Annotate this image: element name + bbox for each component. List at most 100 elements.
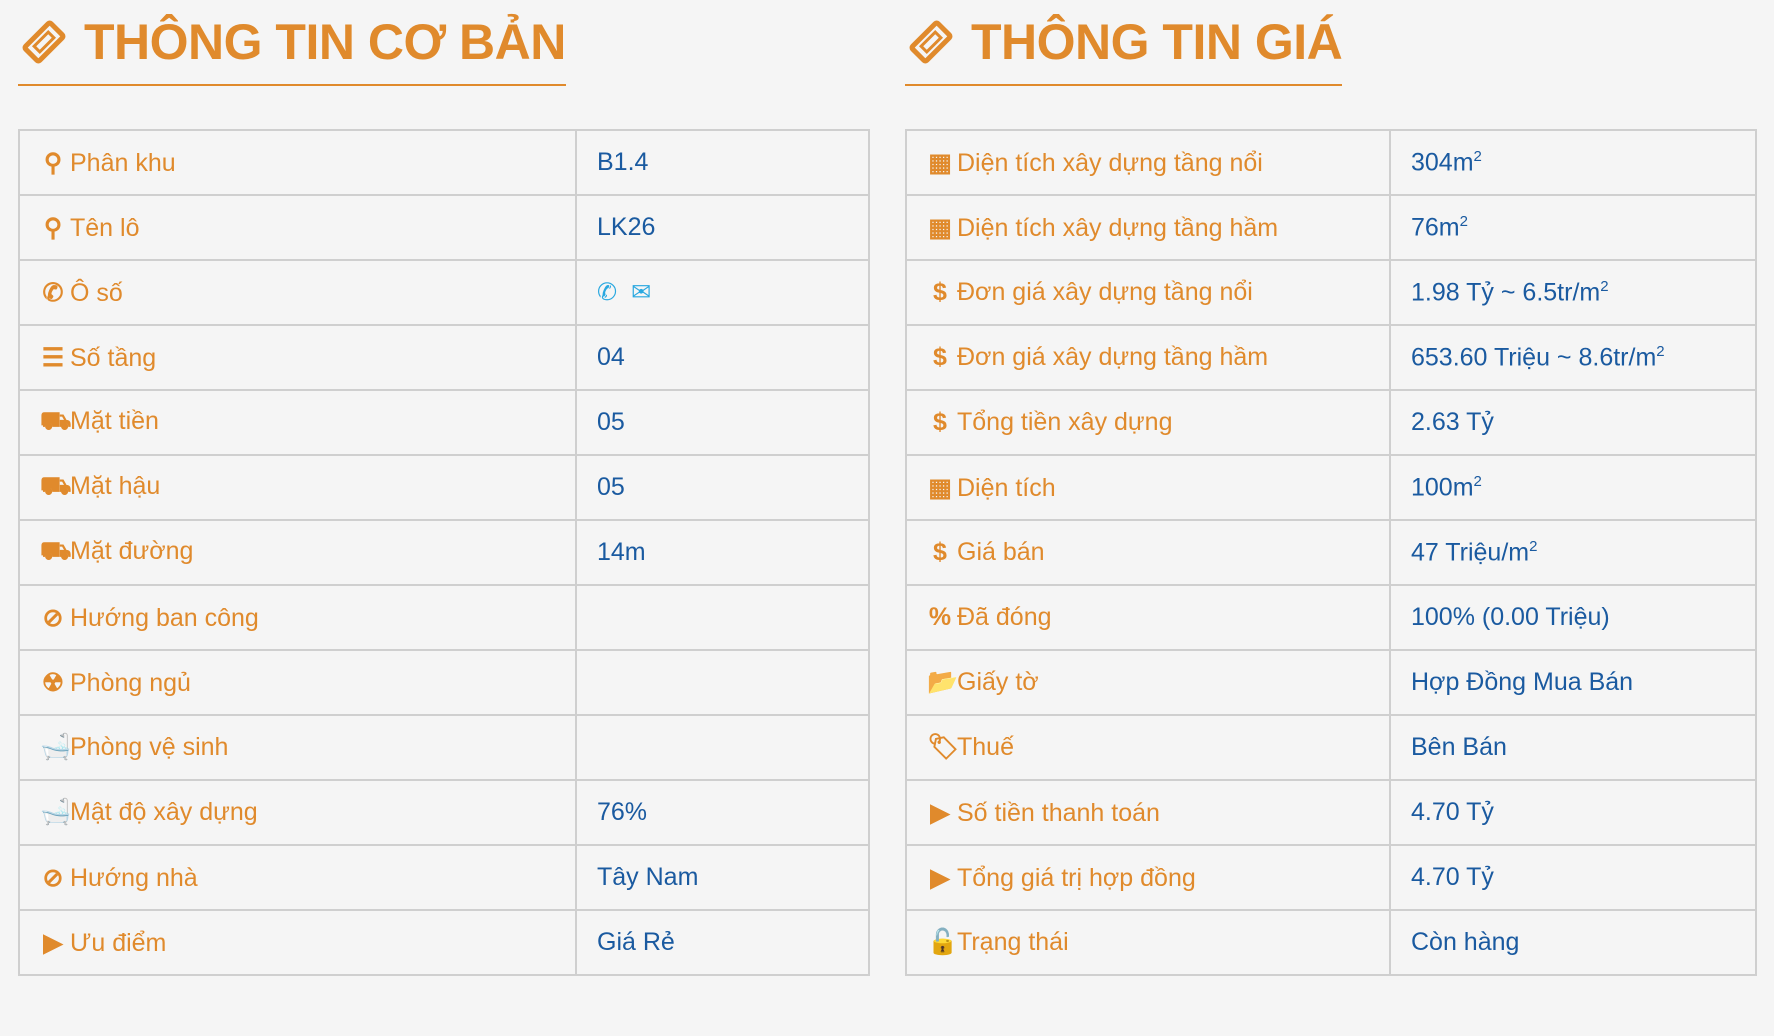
table-row: ☰ Số tầng 04: [18, 324, 870, 391]
table-row: ▶ Ưu điểm Giá Rẻ: [18, 909, 870, 976]
row-value: 76%: [597, 798, 648, 826]
folder-open-icon: 📂: [927, 668, 959, 696]
row-label-cell: ▶ Tổng giá trị hợp đồng: [905, 844, 1391, 911]
row-value: 4.70 Tỷ: [1411, 798, 1494, 826]
table-row: $ Giá bán 47 Triệu/m2: [905, 519, 1757, 586]
dollar-icon: $: [933, 278, 947, 306]
play-square-icon: ▶: [43, 928, 63, 957]
row-value: Giá Rẻ: [597, 928, 675, 956]
row-value-cell: 05: [575, 454, 870, 521]
table-row: ☢ Phòng ngủ: [18, 649, 870, 716]
row-value-cell: 76%: [575, 779, 870, 846]
road-icon: ⛟: [40, 472, 72, 500]
bath-icon: 🛁: [40, 733, 72, 761]
row-value-cell: 47 Triệu/m2: [1389, 519, 1757, 586]
phone-icon[interactable]: ✆: [597, 279, 618, 306]
table-row: ⛟Mặt tiền 05: [18, 389, 870, 456]
layers-icon: ☰: [41, 343, 65, 372]
row-value: 100m: [1411, 473, 1474, 502]
row-label-cell: $ Đơn giá xây dựng tầng nổi: [905, 259, 1391, 326]
row-label: Thuế: [957, 733, 1014, 761]
table-row: ⛟Mặt hậu 05: [18, 454, 870, 521]
row-value-cell: 4.70 Tỷ: [1389, 779, 1757, 846]
ticket-icon: [22, 20, 66, 64]
row-label-cell: ⚲ Phân khu: [18, 129, 577, 196]
row-value-cell: Hợp Đồng Mua Bán: [1389, 649, 1757, 716]
row-value-cell: ✆ ✉: [575, 259, 870, 326]
row-label-cell: ⊘ Hướng nhà: [18, 844, 577, 911]
table-row: $ Tổng tiền xây dựng 2.63 Tỷ: [905, 389, 1757, 456]
envelope-icon[interactable]: ✉: [631, 279, 652, 306]
row-value: 05: [597, 473, 625, 501]
row-value-cell: Bên Bán: [1389, 714, 1757, 781]
dollar-icon: $: [933, 538, 947, 566]
row-label: Diện tích: [957, 473, 1056, 502]
row-label: Tên lô: [70, 213, 140, 242]
row-value-cell: [575, 649, 870, 716]
row-value-cell: 1.98 Tỷ ~ 6.5tr/m2: [1389, 259, 1757, 326]
play-square-icon: ▶: [930, 863, 950, 892]
row-label-cell: ✆ Ô số: [18, 259, 577, 326]
row-label-cell: ☢ Phòng ngủ: [18, 649, 577, 716]
section-title: THÔNG TIN CƠ BẢN: [84, 14, 566, 70]
ticket-icon: [909, 20, 953, 64]
row-value: 04: [597, 343, 625, 371]
row-label-cell: 🛁Mật độ xây dựng: [18, 779, 577, 846]
row-value-cell: 653.60 Triệu ~ 8.6tr/m2: [1389, 324, 1757, 391]
table-row: % Đã đóng 100% (0.00 Triệu): [905, 584, 1757, 651]
map-marker-icon: ⚲: [43, 148, 63, 177]
basic-info-section: THÔNG TIN CƠ BẢN ⚲ Phân khu B1.4 ⚲ Tên lô LK2…: [18, 0, 870, 976]
dollar-icon: $: [933, 343, 947, 371]
row-value: 2.63 Tỷ: [1411, 408, 1494, 436]
table-row: ✆ Ô số ✆ ✉: [18, 259, 870, 326]
row-label: Giấy tờ: [957, 668, 1039, 696]
superscript: 2: [1656, 342, 1665, 360]
row-label: Mặt tiền: [70, 407, 159, 435]
table-row: ⊘ Hướng ban công: [18, 584, 870, 651]
row-value: B1.4: [597, 148, 649, 176]
superscript: 2: [1600, 277, 1609, 295]
row-label-cell: ☰ Số tầng: [18, 324, 577, 391]
compass-icon: ⊘: [42, 603, 64, 632]
building-icon: ▦: [928, 148, 952, 177]
table-row: ⚲ Phân khu B1.4: [18, 129, 870, 196]
dollar-icon: $: [933, 408, 947, 436]
table-row: ⛟Mặt đường 14m: [18, 519, 870, 586]
row-label: Mặt đường: [70, 537, 194, 565]
radiation-icon: ☢: [41, 668, 65, 697]
superscript: 2: [1473, 147, 1482, 165]
row-label-cell: ⛟Mặt hậu: [18, 454, 577, 521]
row-value: Hợp Đồng Mua Bán: [1411, 668, 1634, 696]
row-value: LK26: [597, 213, 656, 241]
row-label: Đơn giá xây dựng tầng hầm: [957, 343, 1269, 371]
row-label: Diện tích xây dựng tầng hầm: [957, 213, 1279, 242]
building-icon: ▦: [928, 473, 952, 502]
row-label-cell: $ Tổng tiền xây dựng: [905, 389, 1391, 456]
row-label: Mặt hậu: [70, 472, 161, 500]
row-label-cell: 🏷Thuế: [905, 714, 1391, 781]
row-value: Bên Bán: [1411, 733, 1507, 761]
row-label-cell: ▦ Diện tích xây dựng tầng nổi: [905, 129, 1391, 196]
row-label: Đã đóng: [957, 603, 1052, 631]
row-label: Tổng tiền xây dựng: [957, 408, 1173, 436]
row-value-cell: 4.70 Tỷ: [1389, 844, 1757, 911]
row-label: Phân khu: [70, 148, 176, 177]
row-label-cell: ⊘ Hướng ban công: [18, 584, 577, 651]
percent-icon: %: [928, 603, 952, 631]
row-value-cell: LK26: [575, 194, 870, 261]
road-icon: ⛟: [40, 407, 72, 435]
table-row: 🔓Trạng thái Còn hàng: [905, 909, 1757, 976]
row-value: 100% (0.00 Triệu): [1411, 603, 1610, 631]
price-info-section: THÔNG TIN GIÁ ▦ Diện tích xây dựng tầng n…: [905, 0, 1757, 976]
row-value: 76m: [1411, 213, 1460, 242]
row-label-cell: ⚲ Tên lô: [18, 194, 577, 261]
row-label: Phòng ngủ: [70, 668, 191, 697]
row-label-cell: ▦ Diện tích: [905, 454, 1391, 521]
table-row: 📂Giấy tờ Hợp Đồng Mua Bán: [905, 649, 1757, 716]
road-icon: ⛟: [40, 537, 72, 565]
row-label: Ưu điểm: [70, 928, 167, 957]
row-label-cell: ⛟Mặt tiền: [18, 389, 577, 456]
tags-icon: 🏷: [927, 733, 959, 761]
row-value: Tây Nam: [597, 863, 699, 891]
row-label: Số tầng: [70, 343, 157, 372]
